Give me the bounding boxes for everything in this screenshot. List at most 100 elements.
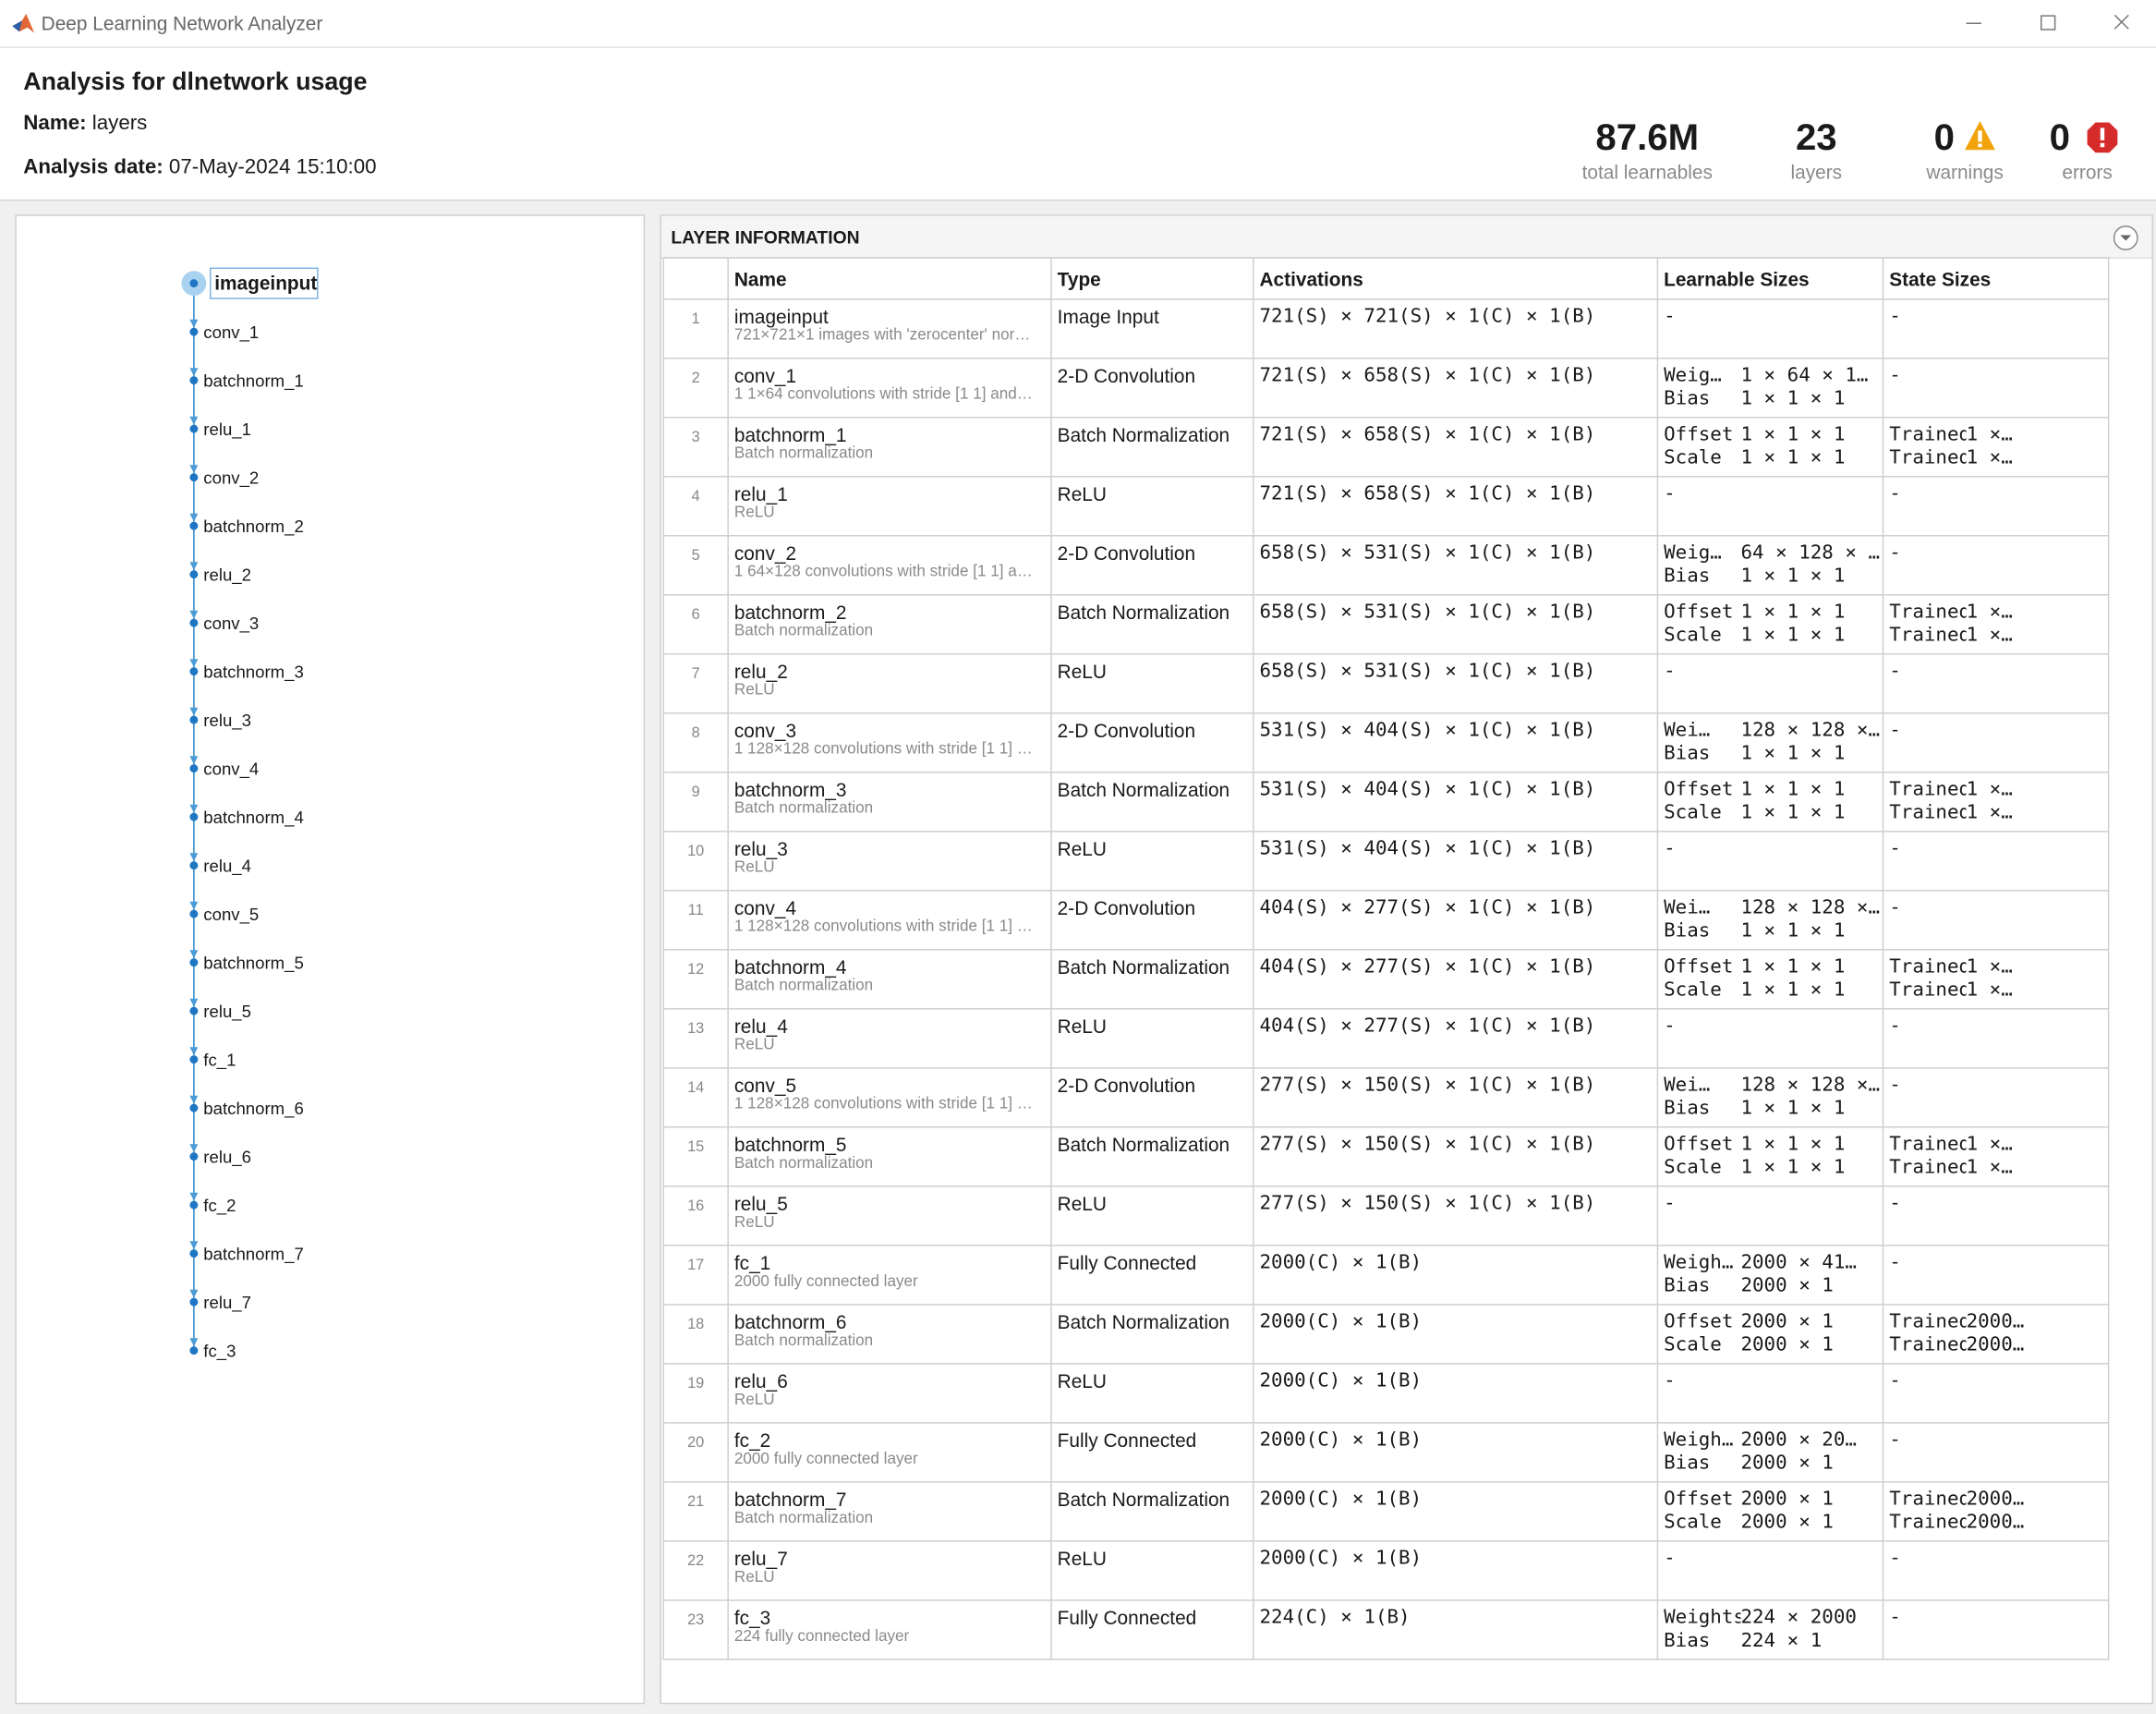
layer-row[interactable]: 18 batchnorm_6 Batch normalization Batch No…	[662, 1304, 2110, 1365]
size-value: 128 × 128 ×…	[1740, 719, 1881, 742]
state-sizes: -	[1882, 358, 2110, 419]
learnable-sizes: Offset 1 × 1 × 1 Scale 1 × 1 × 1	[1656, 772, 1884, 833]
learnable-sizes: Wei… 128 × 128 ×… Bias 1 × 1 × 1	[1656, 1067, 1884, 1128]
panel-menu-button[interactable]	[2112, 225, 2139, 252]
size-line: Weigh… 2000 × 20…	[1664, 1429, 1877, 1453]
layer-row[interactable]: 22 relu_7 ReLU ReLU 2000(C) × 1(B) - -	[662, 1540, 2110, 1601]
layer-row[interactable]: 5 conv_2 1 64×128 convolutions with stride…	[662, 535, 2110, 596]
edge-arrow	[189, 1241, 199, 1250]
row-index: 11	[662, 890, 729, 951]
size-name: Offset	[1664, 1310, 1734, 1333]
size-value: 128 × 128 ×…	[1740, 896, 1881, 919]
layer-type: Fully Connected	[1050, 1599, 1254, 1660]
row-index: 7	[662, 653, 729, 714]
layer-row[interactable]: 10 relu_3 ReLU ReLU 531(S) × 404(S) × 1(C) ×…	[662, 831, 2110, 892]
size-name: TrainedMean	[1889, 601, 1966, 624]
state-sizes: -	[1882, 1067, 2110, 1128]
name-cell: relu_1 ReLU	[727, 476, 1052, 537]
layer-description: ReLU	[733, 859, 775, 877]
size-value: 2000…	[1966, 1333, 2025, 1356]
state-sizes: -	[1882, 298, 2110, 359]
size-value: 224 × 1	[1740, 1629, 1823, 1652]
size-name: Scale	[1664, 446, 1722, 469]
selected-box	[209, 267, 319, 299]
node-label: batchnorm_7	[203, 1244, 304, 1264]
size-value: -	[1889, 1369, 1901, 1392]
layer-description: Batch normalization	[733, 800, 874, 818]
layer-row[interactable]: 9 batchnorm_3 Batch normalization Batch Nor…	[662, 772, 2110, 833]
layer-row[interactable]: 15 batchnorm_5 Batch normalization Batch No…	[662, 1126, 2110, 1187]
layer-name: relu_7	[733, 1547, 788, 1570]
state-sizes: TrainedMean2000…TrainedVar…2000…	[1882, 1304, 2110, 1365]
node-label: conv_2	[203, 468, 259, 488]
size-line: -	[1889, 1548, 2102, 1571]
row-index: 22	[662, 1540, 729, 1601]
layer-row[interactable]: 16 relu_5 ReLU ReLU 277(S) × 150(S) × 1(C) ×…	[662, 1185, 2110, 1246]
size-value: 1 × 1 × 1	[1740, 446, 1846, 469]
row-index: 4	[662, 476, 729, 537]
layer-type: Batch Normalization	[1050, 1481, 1254, 1542]
size-value: 1 ×…	[1966, 1133, 2013, 1156]
node	[189, 715, 199, 724]
size-line: -	[1664, 1370, 1877, 1393]
size-line: Scale 1 × 1 × 1	[1664, 979, 1877, 1003]
node	[189, 376, 199, 385]
layer-row[interactable]: 20 fc_2 2000 fully connected layer Fully Co…	[662, 1422, 2110, 1483]
layer-row[interactable]: 12 batchnorm_4 Batch normalization Batch No…	[662, 949, 2110, 1010]
layer-row[interactable]: 19 relu_6 ReLU ReLU 2000(C) × 1(B) - -	[662, 1363, 2110, 1424]
title-bar: Deep Learning Network Analyzer	[0, 0, 2156, 49]
size-name: TrainedVari…	[1889, 624, 1966, 647]
size-value: 1 × 64 × 1…	[1740, 364, 1869, 387]
row-index: 15	[662, 1126, 729, 1187]
edge-arrow	[189, 1192, 199, 1201]
layer-description: 1 128×128 convolutions with stride [1 1]…	[733, 1096, 1033, 1113]
summary-value: 87.6M	[1595, 116, 1700, 159]
size-line: -	[1664, 1193, 1877, 1216]
size-line: -	[1664, 1548, 1877, 1571]
size-value: 2000 × 1	[1740, 1333, 1834, 1356]
layer-row[interactable]: 7 relu_2 ReLU ReLU 658(S) × 531(S) × 1(C) × …	[662, 653, 2110, 714]
layer-row[interactable]: 8 conv_3 1 128×128 convolutions with strid…	[662, 712, 2110, 773]
layer-name: fc_3	[733, 1606, 771, 1629]
size-name: Bias	[1664, 565, 1711, 588]
state-sizes: -	[1882, 1008, 2110, 1069]
layer-row[interactable]: 4 relu_1 ReLU ReLU 721(S) × 658(S) × 1(C) × …	[662, 476, 2110, 537]
layer-description: 1 128×128 convolutions with stride [1 1]…	[733, 741, 1033, 759]
row-index: 9	[662, 772, 729, 833]
row-index: 19	[662, 1363, 729, 1424]
activations: 404(S) × 277(S) × 1(C) × 1(B)	[1253, 949, 1659, 1010]
name-cell: batchnorm_6 Batch normalization	[727, 1304, 1052, 1365]
name-label: Name:	[23, 111, 87, 135]
layer-type: Image Input	[1050, 298, 1254, 359]
state-sizes: -	[1882, 890, 2110, 951]
size-value: 1 ×…	[1966, 446, 2013, 469]
layer-row[interactable]: 1 imageinput 721×721×1 images with 'zeroce…	[662, 298, 2110, 359]
layer-row[interactable]: 17 fc_1 2000 fully connected layer Fully Co…	[662, 1245, 2110, 1306]
size-line: TrainedVari…1 ×…	[1889, 1157, 2102, 1180]
size-name: Scale	[1664, 624, 1722, 647]
layer-row[interactable]: 11 conv_4 1 128×128 convolutions with stri…	[662, 890, 2110, 951]
layer-row[interactable]: 2 conv_1 1 1×64 convolutions with stride […	[662, 358, 2110, 419]
window-controls[interactable]	[1953, 0, 2156, 47]
panel-header: LAYER INFORMATION	[660, 215, 2152, 259]
layer-row[interactable]: 21 batchnorm_7 Batch normalization Batch No…	[662, 1481, 2110, 1542]
size-line: Scale 2000 × 1	[1664, 1512, 1877, 1535]
name-cell: batchnorm_5 Batch normalization	[727, 1126, 1052, 1187]
state-sizes: -	[1882, 1363, 2110, 1424]
edge-arrow	[189, 659, 199, 668]
learnable-sizes: Weig… 64 × 128 × … Bias 1 × 1 × 1	[1656, 535, 1884, 596]
node	[189, 812, 199, 821]
size-value: 1 × 1 × 1	[1740, 955, 1846, 979]
header-row: Name Type Activations Learnable Sizes State …	[662, 257, 2110, 300]
layer-row[interactable]: 23 fc_3 224 fully connected layer Fully Con…	[662, 1599, 2110, 1660]
layer-row[interactable]: 3 batchnorm_1 Batch normalization Batch Nor…	[662, 417, 2110, 478]
size-line: -	[1889, 1193, 2102, 1216]
layer-row[interactable]: 14 conv_5 1 128×128 convolutions with stri…	[662, 1067, 2110, 1128]
size-line: -	[1889, 660, 2102, 683]
node	[189, 861, 199, 870]
node-label: relu_2	[203, 565, 251, 585]
layer-row[interactable]: 6 batchnorm_2 Batch normalization Batch Nor…	[662, 594, 2110, 655]
layer-row[interactable]: 13 relu_4 ReLU ReLU 404(S) × 277(S) × 1(C) ×…	[662, 1008, 2110, 1069]
learnable-sizes: Wei… 128 × 128 ×… Bias 1 × 1 × 1	[1656, 890, 1884, 951]
layer-type: Fully Connected	[1050, 1422, 1254, 1483]
